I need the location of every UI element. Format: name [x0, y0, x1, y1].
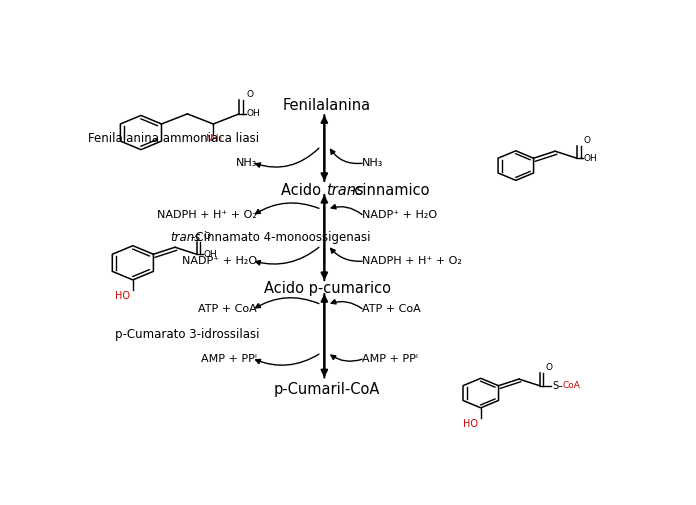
- Text: O: O: [546, 364, 553, 373]
- Text: AMP + PPᴵ: AMP + PPᴵ: [201, 354, 257, 364]
- Text: p-Cumaril-CoA: p-Cumaril-CoA: [274, 382, 380, 397]
- Text: O: O: [203, 232, 211, 241]
- Text: Acido: Acido: [280, 183, 326, 198]
- Text: -cinnamico: -cinnamico: [349, 183, 430, 198]
- Text: NADPH + H⁺ + O₂: NADPH + H⁺ + O₂: [362, 256, 462, 266]
- Text: S: S: [552, 381, 558, 391]
- Text: Fenilalanina ammoniaca liasi: Fenilalanina ammoniaca liasi: [88, 132, 260, 145]
- Text: ATP + CoA: ATP + CoA: [362, 304, 421, 314]
- Text: trans: trans: [171, 231, 201, 244]
- Text: AMP + PPᴵ: AMP + PPᴵ: [362, 354, 418, 364]
- Text: NH₃: NH₃: [235, 158, 257, 168]
- Text: NADP⁺ + H₂O: NADP⁺ + H₂O: [182, 256, 257, 266]
- Text: O: O: [584, 136, 591, 145]
- Text: HO: HO: [463, 419, 478, 429]
- Text: NH₃: NH₃: [362, 158, 383, 168]
- Text: NH₂: NH₂: [205, 134, 222, 143]
- Text: Acido p-cumarico: Acido p-cumarico: [264, 281, 390, 295]
- Text: OH: OH: [584, 154, 597, 163]
- Text: O: O: [246, 90, 253, 99]
- Text: HO: HO: [115, 291, 130, 301]
- Text: NADPH + H⁺ + O₂: NADPH + H⁺ + O₂: [157, 210, 257, 220]
- Text: NADP⁺ + H₂O: NADP⁺ + H₂O: [362, 210, 437, 220]
- Text: OH: OH: [203, 250, 217, 259]
- Text: –: –: [557, 381, 562, 391]
- Text: Fenilalanina: Fenilalanina: [283, 98, 371, 113]
- Text: CoA: CoA: [562, 381, 580, 390]
- Text: trans: trans: [326, 183, 364, 198]
- Text: -Cinnamato 4-monoossigenasi: -Cinnamato 4-monoossigenasi: [191, 231, 370, 244]
- Text: OH: OH: [246, 110, 260, 118]
- Text: p-Cumarato 3-idrossilasi: p-Cumarato 3-idrossilasi: [115, 328, 260, 341]
- Text: ATP + CoA: ATP + CoA: [198, 304, 257, 314]
